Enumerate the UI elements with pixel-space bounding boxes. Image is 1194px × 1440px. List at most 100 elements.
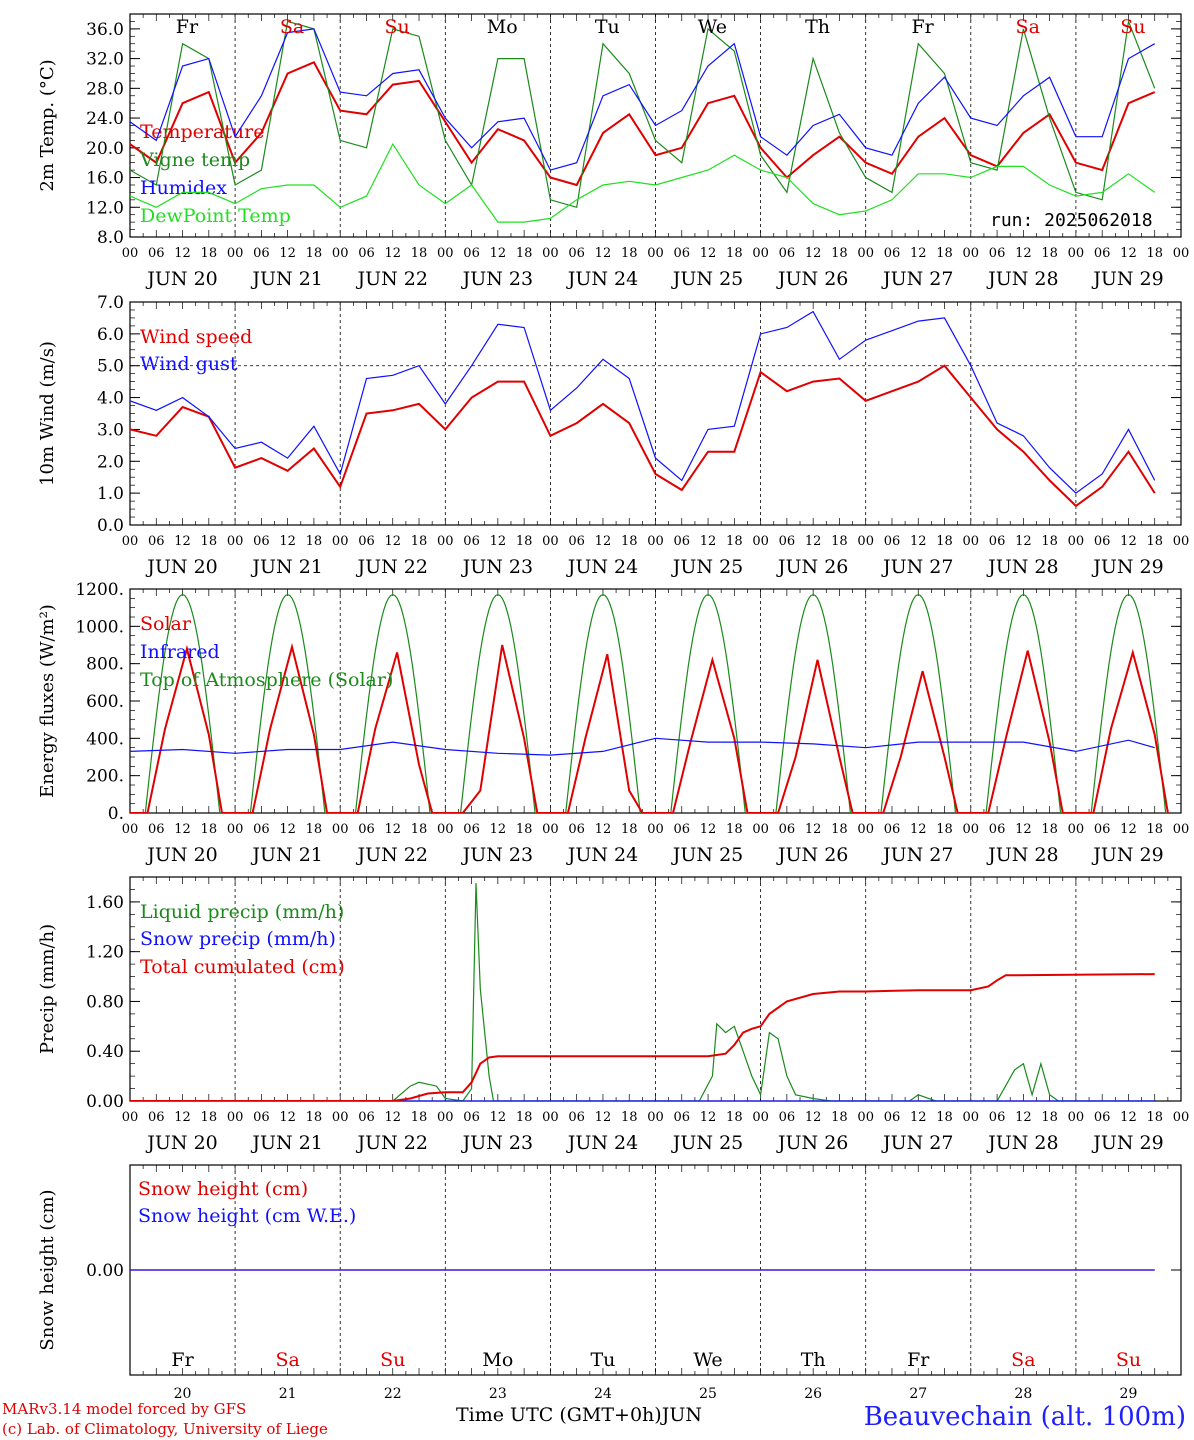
day-number-label: 28 <box>1014 1386 1032 1402</box>
lab-credit: (c) Lab. of Climatology, University of L… <box>2 1420 328 1438</box>
hour-tick-label: 00 <box>437 246 454 261</box>
day-number-label: 24 <box>594 1386 612 1402</box>
series-line-total-cumulated-cm- <box>130 973 1155 1101</box>
hour-tick-label: 06 <box>779 822 796 837</box>
hour-tick-label: 12 <box>174 534 191 549</box>
hour-tick-label: 12 <box>595 534 612 549</box>
hour-tick-label: 06 <box>1094 1110 1111 1125</box>
hour-tick-label: 06 <box>358 1110 375 1125</box>
legend-entry: Vigne temp <box>139 149 250 171</box>
hour-tick-label: 18 <box>306 1110 323 1125</box>
hour-tick-label: 00 <box>1173 822 1190 837</box>
hour-tick-label: 12 <box>490 534 507 549</box>
legend-entry: Infrared <box>140 641 220 663</box>
y-axis-label: Precip (mm/h) <box>37 924 58 1054</box>
day-date-label: JUN 27 <box>881 556 953 578</box>
legend-entry: Snow height (cm W.E.) <box>138 1205 356 1227</box>
day-date-label: JUN 24 <box>566 844 638 866</box>
y-tick-label: 0.0 <box>97 516 124 536</box>
hour-tick-label: 06 <box>568 822 585 837</box>
hour-tick-label: 18 <box>936 534 953 549</box>
y-tick-label: 20.0 <box>86 139 124 159</box>
hour-tick-label: 12 <box>1120 822 1137 837</box>
series-line-top-of-atmosphere <box>143 593 1168 813</box>
hour-tick-label: 06 <box>358 534 375 549</box>
hour-tick-label: 06 <box>148 534 165 549</box>
y-tick-label: 1200. <box>75 580 124 600</box>
hour-tick-label: 06 <box>253 534 270 549</box>
hour-tick-label: 12 <box>279 246 296 261</box>
y-tick-label: 28.0 <box>86 79 124 99</box>
day-date-label: JUN 21 <box>250 556 322 578</box>
legend-entry: Solar <box>140 613 192 635</box>
hour-tick-label: 00 <box>1068 534 1085 549</box>
day-date-label: JUN 26 <box>776 556 848 578</box>
hour-tick-label: 18 <box>411 246 428 261</box>
hour-tick-label: 18 <box>936 246 953 261</box>
hour-tick-label: 06 <box>1094 822 1111 837</box>
hour-tick-label: 12 <box>490 822 507 837</box>
day-date-label: JUN 27 <box>881 268 953 290</box>
hour-tick-label: 12 <box>174 246 191 261</box>
hour-tick-label: 00 <box>1068 1110 1085 1125</box>
hour-tick-label: 00 <box>227 246 244 261</box>
day-date-label: JUN 25 <box>671 1132 743 1154</box>
day-date-label: JUN 21 <box>250 1132 322 1154</box>
day-date-label: JUN 23 <box>461 268 533 290</box>
hour-tick-label: 12 <box>384 822 401 837</box>
hour-tick-label: 00 <box>227 534 244 549</box>
hour-tick-label: 00 <box>647 534 664 549</box>
y-tick-label: 8.0 <box>97 228 124 248</box>
weekday-label-bottom: Su <box>380 1349 405 1371</box>
hour-tick-label: 12 <box>805 822 822 837</box>
legend-entry: Humidex <box>140 177 227 199</box>
hour-tick-label: 12 <box>700 534 717 549</box>
weekday-label-bottom: Sa <box>275 1349 299 1371</box>
hour-tick-label: 12 <box>805 1110 822 1125</box>
hour-tick-label: 18 <box>621 822 638 837</box>
day-date-label: JUN 20 <box>145 844 217 866</box>
hour-tick-label: 18 <box>201 246 218 261</box>
hour-tick-label: 12 <box>595 246 612 261</box>
day-date-label: JUN 24 <box>566 556 638 578</box>
hour-tick-label: 00 <box>647 246 664 261</box>
station-label: Beauvechain (alt. 100m) <box>863 1402 1186 1432</box>
hour-tick-label: 12 <box>1015 822 1032 837</box>
panel-frame <box>129 301 1182 526</box>
hour-tick-label: 12 <box>910 246 927 261</box>
hour-tick-label: 12 <box>1120 534 1137 549</box>
day-date-label: JUN 21 <box>250 844 322 866</box>
weekday-label-bottom: Su <box>1116 1349 1141 1371</box>
hour-tick-label: 18 <box>201 1110 218 1125</box>
hour-tick-label: 06 <box>463 822 480 837</box>
legend-entry: Snow height (cm) <box>138 1178 308 1200</box>
hour-tick-label: 00 <box>857 534 874 549</box>
y-tick-label: 36.0 <box>86 20 124 40</box>
weekday-label-bottom: We <box>693 1349 722 1371</box>
hour-tick-label: 00 <box>647 1110 664 1125</box>
day-date-label: JUN 22 <box>356 268 428 290</box>
hour-tick-label: 06 <box>884 534 901 549</box>
weekday-label-bottom: Mo <box>482 1349 513 1371</box>
y-tick-label: 200. <box>86 767 124 787</box>
hour-tick-label: 00 <box>542 1110 559 1125</box>
hour-tick-label: 18 <box>411 534 428 549</box>
hour-tick-label: 00 <box>227 1110 244 1125</box>
hour-tick-label: 12 <box>1015 1110 1032 1125</box>
hour-tick-label: 00 <box>752 246 769 261</box>
hour-tick-label: 12 <box>1120 1110 1137 1125</box>
run-label: run: 2025062018 <box>990 210 1153 231</box>
y-tick-label: 1.0 <box>97 484 124 504</box>
day-date-label: JUN 25 <box>671 268 743 290</box>
hour-tick-label: 12 <box>174 822 191 837</box>
hour-tick-label: 18 <box>936 822 953 837</box>
y-axis-label: 10m Wind (m/s) <box>37 341 58 486</box>
y-tick-label: 16.0 <box>86 169 124 189</box>
series-line-humidex <box>130 28 1155 171</box>
day-date-label: JUN 20 <box>145 1132 217 1154</box>
hour-tick-label: 06 <box>148 1110 165 1125</box>
hour-tick-label: 06 <box>1094 246 1111 261</box>
day-date-label: JUN 23 <box>461 844 533 866</box>
legend-entry: Wind speed <box>140 326 252 348</box>
hour-tick-label: 12 <box>700 246 717 261</box>
